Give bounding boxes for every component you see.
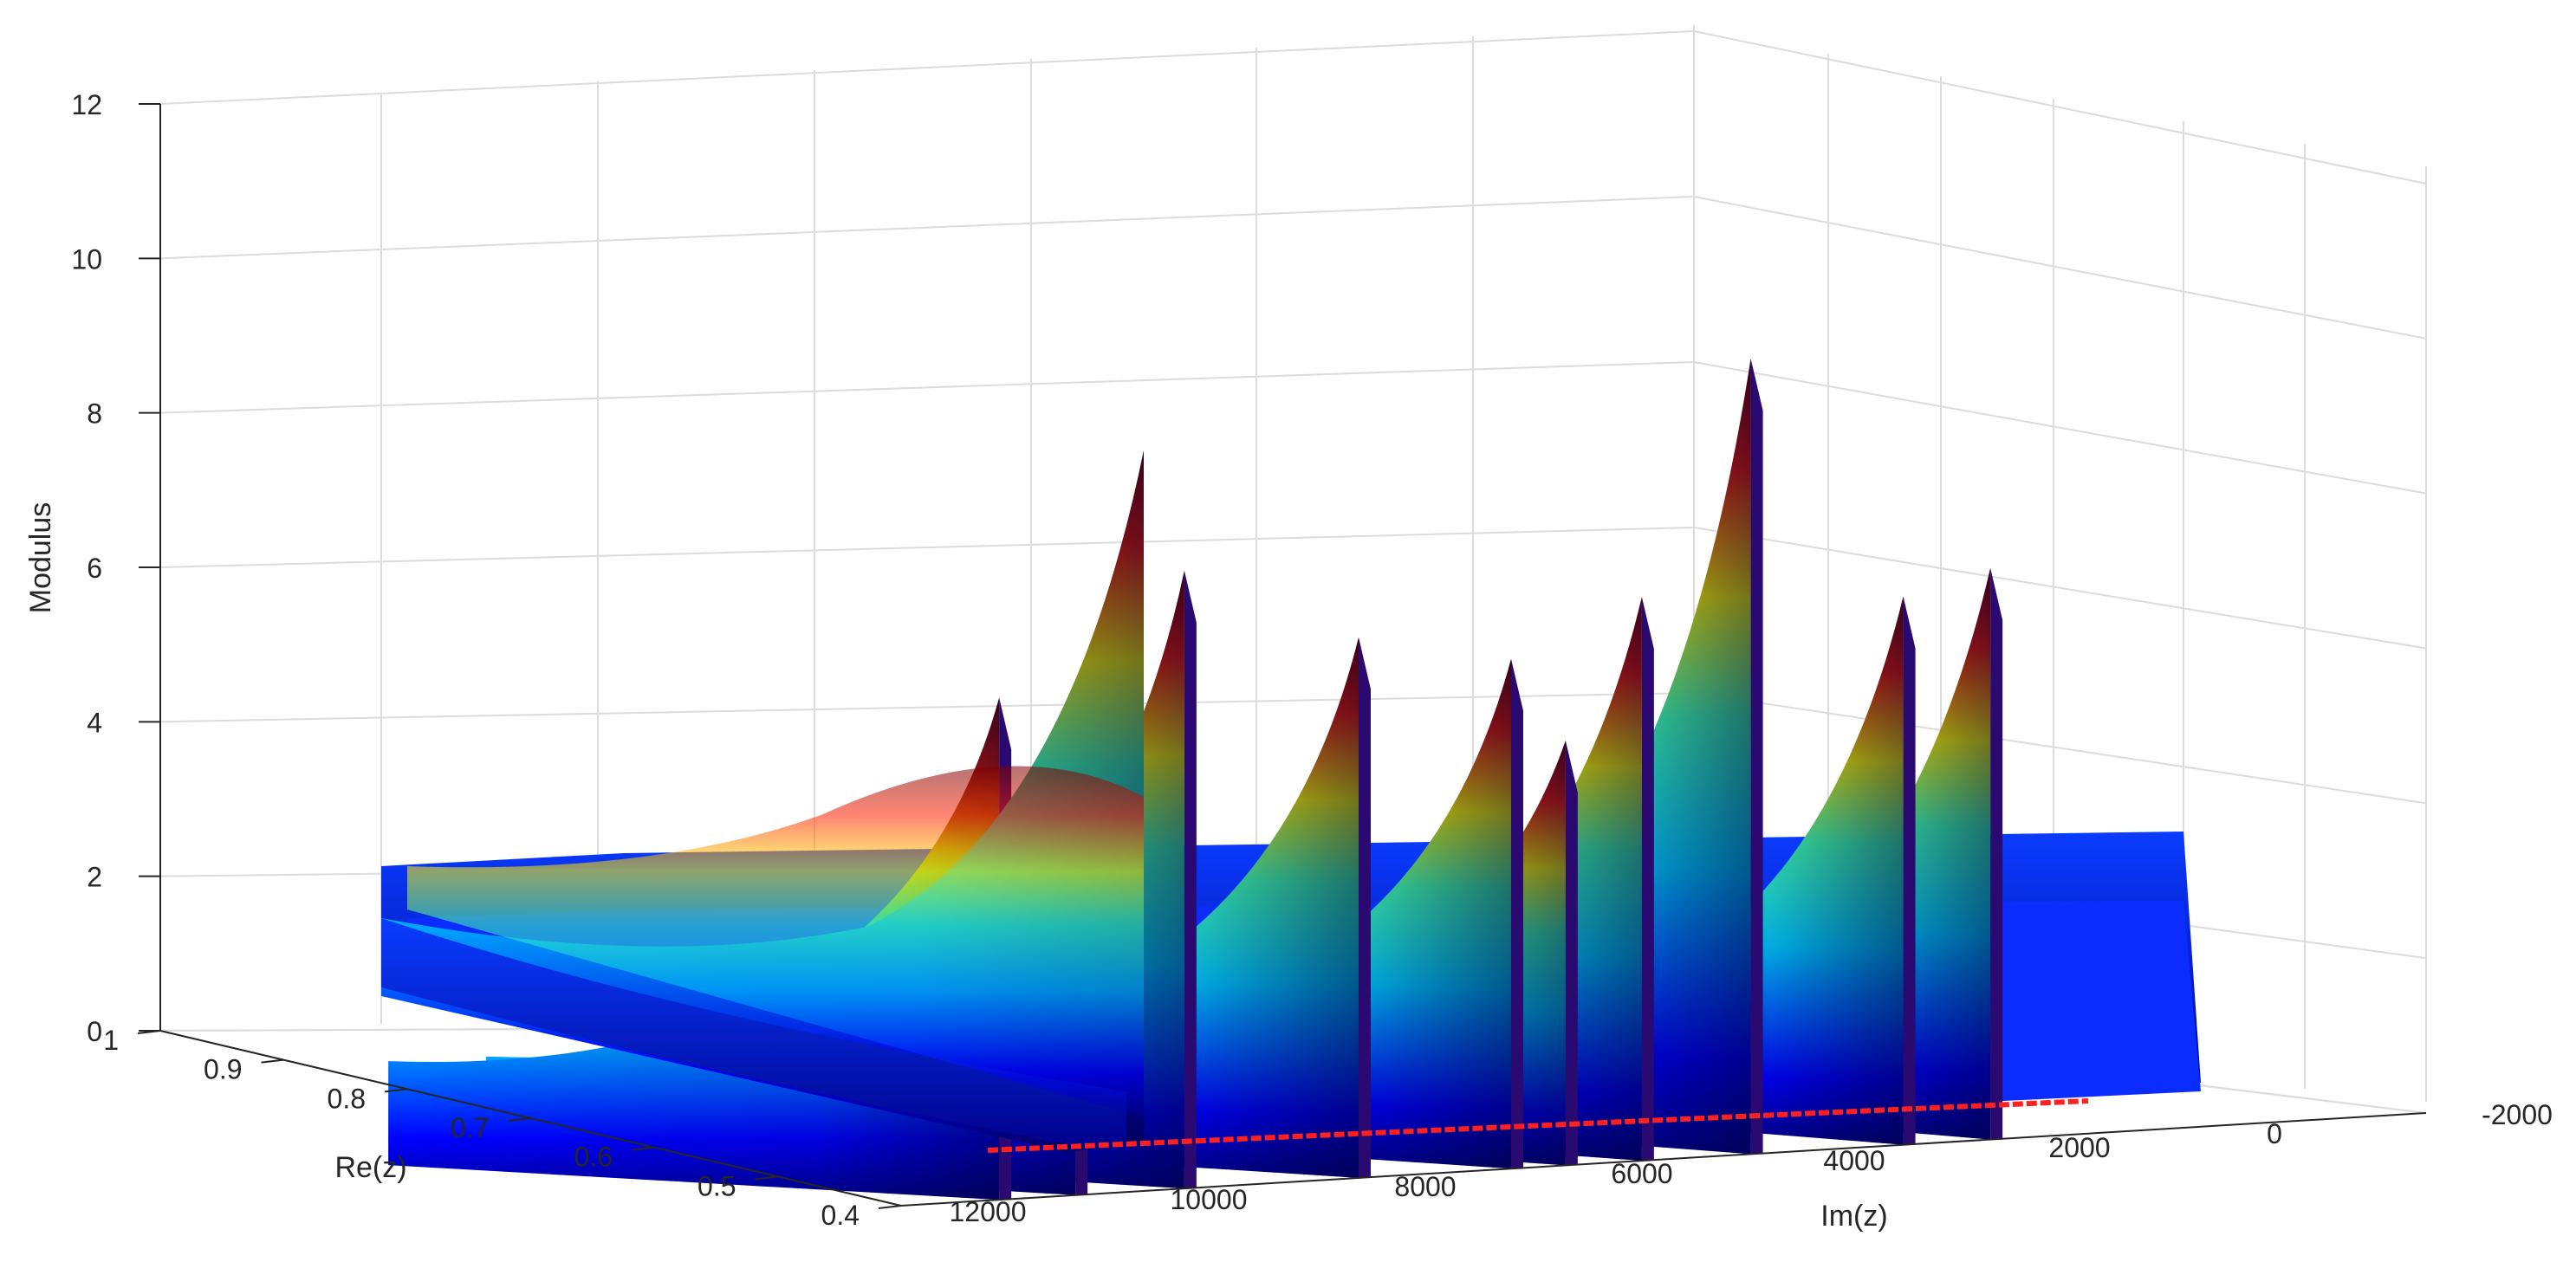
re-tick-label: 0.9 <box>204 1054 242 1085</box>
im-tick-label: 4000 <box>1823 1145 1885 1176</box>
re-tick-label: 0.4 <box>821 1200 860 1231</box>
red-zero-line <box>987 1098 2089 1153</box>
im-axis-label: Im(z) <box>1820 1200 1887 1233</box>
re-tick-label: 0.7 <box>451 1112 489 1143</box>
z-axis-label: Modulus <box>24 502 57 614</box>
im-tick-label: 10000 <box>1171 1184 1248 1215</box>
im-tick-label: -2000 <box>2482 1099 2553 1130</box>
z-tick-label: 12 <box>71 89 102 120</box>
im-tick-label: 2000 <box>2048 1132 2110 1163</box>
re-tick-label: 0.5 <box>698 1170 736 1201</box>
z-tick-label: 6 <box>87 553 102 584</box>
z-tick-label: 10 <box>71 243 102 275</box>
im-tick-label: 6000 <box>1611 1158 1672 1189</box>
z-tick-label: 2 <box>87 862 102 893</box>
im-tick-label: 8000 <box>1394 1171 1456 1202</box>
re-tick-label: 0.6 <box>574 1142 613 1173</box>
z-tick-labels: 0 2 4 6 8 10 12 <box>71 89 160 1047</box>
re-axis-label: Re(z) <box>334 1151 406 1184</box>
surface-mesh <box>381 358 2201 1201</box>
im-tick-label: 12000 <box>950 1196 1027 1227</box>
z-tick-label: 8 <box>87 398 102 430</box>
z-tick-label: 0 <box>87 1016 102 1047</box>
z-tick-label: 4 <box>87 707 102 738</box>
re-tick-label: 1 <box>103 1025 119 1056</box>
re-tick-labels: 1 0.9 0.8 0.7 0.6 0.5 0.4 <box>103 1025 902 1231</box>
im-tick-label: 0 <box>2267 1118 2282 1149</box>
re-tick-label: 0.8 <box>328 1083 366 1114</box>
im-tick-labels: 12000 10000 8000 6000 4000 2000 0 -2000 <box>950 1099 2553 1227</box>
